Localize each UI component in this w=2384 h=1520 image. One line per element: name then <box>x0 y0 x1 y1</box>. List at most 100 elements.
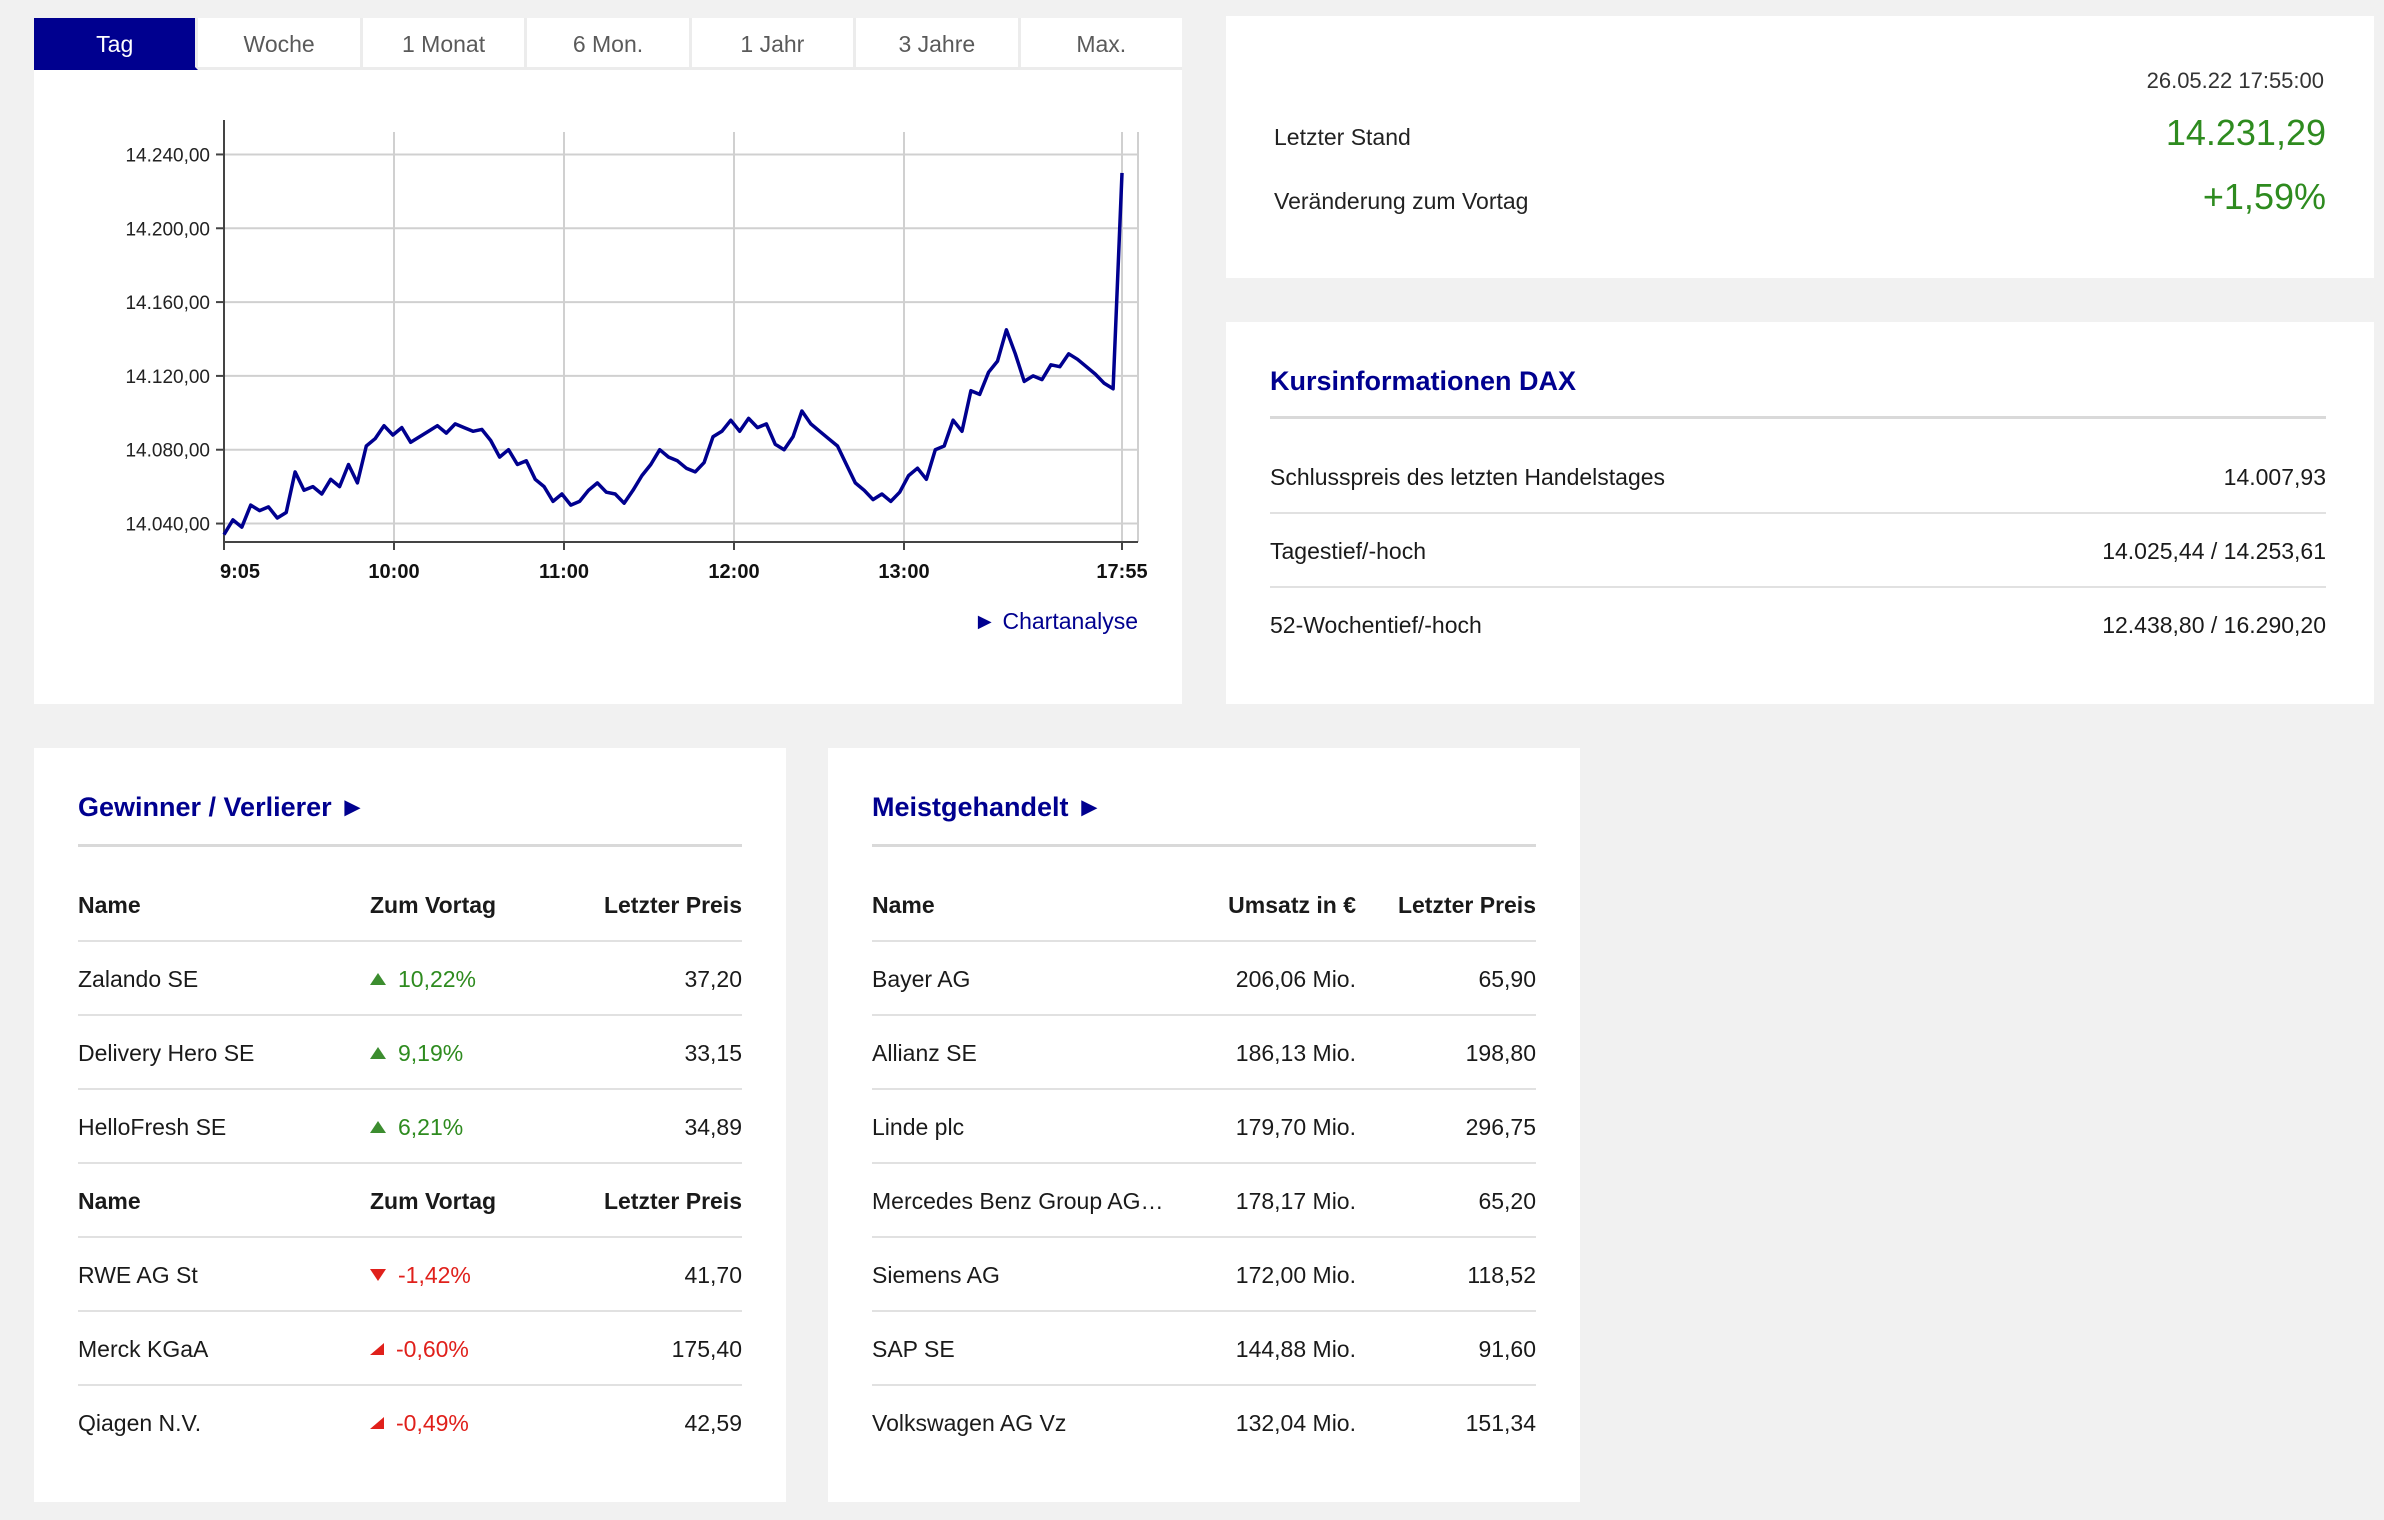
tab-6-months[interactable]: 6 Mon. <box>527 18 692 70</box>
col-name-header: Name <box>872 892 935 918</box>
tab-week[interactable]: Woche <box>198 18 363 70</box>
chartanalyse-link[interactable]: ► Chartanalyse <box>973 608 1138 634</box>
triangle-up-icon <box>370 1120 386 1133</box>
x-tick-label: 11:00 <box>539 561 589 583</box>
most-traded-title-link[interactable]: Meistgehandelt ► <box>872 792 1103 822</box>
table-header-row: Name Zum Vortag Letzter Preis <box>78 868 742 942</box>
table-row[interactable]: Delivery Hero SE 9,19% 33,15 <box>78 1016 742 1090</box>
table-header-row: Name Zum Vortag Letzter Preis <box>78 1164 742 1238</box>
stock-change: -1,42% <box>398 1262 471 1288</box>
y-tick-label: 14.240,00 <box>125 145 210 166</box>
col-price-header: Letzter Preis <box>603 1188 742 1214</box>
table-row[interactable]: Allianz SE 186,13 Mio. 198,80 <box>872 1016 1536 1090</box>
stock-name[interactable]: Delivery Hero SE <box>78 1040 255 1066</box>
tab-3-years[interactable]: 3 Jahre <box>856 18 1021 70</box>
table-row[interactable]: Mercedes Benz Group AG… 178,17 Mio. 65,2… <box>872 1164 1536 1238</box>
y-axis: 14.040,00 14.080,00 14.120,00 14.160,00 14.2… <box>125 120 225 542</box>
stock-price: 175,40 <box>671 1336 742 1362</box>
gainers-losers-title-link[interactable]: Gewinner / Verlierer ► <box>78 792 366 822</box>
info-row-52-week-range: 52-Wochentief/-hoch 12.438,80 / 16.290,2… <box>1270 588 2326 662</box>
stock-turnover: 172,00 Mio. <box>1235 1262 1356 1288</box>
info-label: Tagestief/-hoch <box>1270 538 1426 564</box>
last-price-value: 14.231,29 <box>2165 112 2326 153</box>
stock-price: 37,20 <box>684 966 742 992</box>
stock-price: 198,80 <box>1465 1040 1536 1066</box>
quote-panel: 26.05.22 17:55:00 Letzter Stand 14.231,2… <box>1226 16 2374 278</box>
stock-name[interactable]: SAP SE <box>872 1336 955 1362</box>
stock-change: 9,19% <box>398 1040 464 1066</box>
kursinformationen-title: Kursinformationen DAX <box>1270 366 1577 396</box>
y-tick-label: 14.200,00 <box>125 219 210 240</box>
x-tick-label: 13:00 <box>878 561 929 583</box>
triangle-down-icon <box>370 1268 386 1281</box>
tab-max[interactable]: Max. <box>1020 18 1182 70</box>
table-row[interactable]: HelloFresh SE 6,21% 34,89 <box>78 1090 742 1164</box>
table-row[interactable]: Qiagen N.V. -0,49% 42,59 <box>78 1386 742 1460</box>
gainers-losers-table: Name Zum Vortag Letzter Preis Zalando SE… <box>78 868 742 1460</box>
change-value: +1,59% <box>2202 176 2326 217</box>
stock-name[interactable]: Siemens AG <box>872 1262 1000 1288</box>
stock-change: -0,60% <box>396 1336 469 1362</box>
stock-name[interactable]: Allianz SE <box>872 1040 977 1066</box>
stock-price: 91,60 <box>1478 1336 1536 1362</box>
y-tick-label: 14.120,00 <box>125 367 210 388</box>
stock-name[interactable]: Qiagen N.V. <box>78 1410 202 1436</box>
stock-name[interactable]: Linde plc <box>872 1114 965 1140</box>
chart-grid <box>223 132 1139 542</box>
intraday-chart[interactable]: 14.040,00 14.080,00 14.120,00 14.160,00 14.2… <box>34 78 1182 598</box>
info-value: 14.007,93 <box>2223 464 2326 490</box>
section-divider <box>872 844 1536 847</box>
col-price-header: Letzter Preis <box>1397 892 1536 918</box>
stock-name[interactable]: Merck KGaA <box>78 1336 209 1362</box>
col-turnover-header: Umsatz in € <box>1228 892 1356 918</box>
stock-price: 151,34 <box>1465 1410 1536 1436</box>
gainers-losers-panel: Gewinner / Verlierer ► Name Zum Vortag L… <box>34 748 786 1502</box>
info-label: 52-Wochentief/-hoch <box>1270 612 1482 638</box>
y-tick-label: 14.160,00 <box>125 293 210 314</box>
col-name-header: Name <box>78 892 141 918</box>
stock-price: 118,52 <box>1467 1262 1536 1288</box>
tab-1-year[interactable]: 1 Jahr <box>691 18 857 70</box>
change-label: Veränderung zum Vortag <box>1274 188 1529 214</box>
stock-name[interactable]: Bayer AG <box>872 966 971 992</box>
last-price-label: Letzter Stand <box>1274 124 1411 150</box>
stock-name[interactable]: Mercedes Benz Group AG… <box>872 1188 1164 1214</box>
table-row[interactable]: Linde plc 179,70 Mio. 296,75 <box>872 1090 1536 1164</box>
x-tick-label: 12:00 <box>708 561 759 583</box>
col-name-header: Name <box>78 1188 141 1214</box>
table-row[interactable]: Zalando SE 10,22% 37,20 <box>78 942 742 1016</box>
stock-change: 6,21% <box>398 1114 464 1140</box>
table-row[interactable]: Bayer AG 206,06 Mio. 65,90 <box>872 942 1536 1016</box>
section-divider <box>78 844 742 847</box>
timeframe-tabs: Tag Woche 1 Monat 6 Mon. 1 Jahr 3 Jahre … <box>34 18 1182 70</box>
stock-name[interactable]: RWE AG St <box>78 1262 198 1288</box>
table-row[interactable]: RWE AG St -1,42% 41,70 <box>78 1238 742 1312</box>
table-row[interactable]: SAP SE 144,88 Mio. 91,60 <box>872 1312 1536 1386</box>
stock-name[interactable]: Zalando SE <box>78 966 199 992</box>
info-value: 12.438,80 / 16.290,20 <box>2102 612 2326 638</box>
stock-turnover: 178,17 Mio. <box>1235 1188 1356 1214</box>
triangle-diagonal-down-icon <box>370 1342 384 1355</box>
stock-price: 65,90 <box>1478 966 1536 992</box>
quote-timestamp: 26.05.22 17:55:00 <box>2146 68 2324 93</box>
info-value: 14.025,44 / 14.253,61 <box>2102 538 2326 564</box>
table-row[interactable]: Merck KGaA -0,60% 175,40 <box>78 1312 742 1386</box>
info-row-closing-price: Schlusspreis des letzten Handelstages 14… <box>1270 440 2326 514</box>
stock-turnover: 144,88 Mio. <box>1235 1336 1356 1362</box>
col-change-header: Zum Vortag <box>370 1188 497 1214</box>
table-row[interactable]: Volkswagen AG Vz 132,04 Mio. 151,34 <box>872 1386 1536 1460</box>
y-tick-label: 14.080,00 <box>125 441 210 462</box>
stock-name[interactable]: HelloFresh SE <box>78 1114 227 1140</box>
col-price-header: Letzter Preis <box>603 892 742 918</box>
info-label: Schlusspreis des letzten Handelstages <box>1270 464 1666 490</box>
table-row[interactable]: Siemens AG 172,00 Mio. 118,52 <box>872 1238 1536 1312</box>
stock-turnover: 206,06 Mio. <box>1235 966 1356 992</box>
tab-day[interactable]: Tag <box>34 18 199 70</box>
tab-1-month[interactable]: 1 Monat <box>362 18 528 70</box>
stock-turnover: 186,13 Mio. <box>1235 1040 1356 1066</box>
section-divider <box>1270 416 2326 419</box>
stock-price: 296,75 <box>1465 1114 1536 1140</box>
most-traded-table: Name Umsatz in € Letzter Preis Bayer AG … <box>872 868 1536 1460</box>
stock-name[interactable]: Volkswagen AG Vz <box>872 1410 1067 1436</box>
x-axis: 9:05 10:00 11:00 12:00 13:00 17:55 <box>220 541 1148 583</box>
